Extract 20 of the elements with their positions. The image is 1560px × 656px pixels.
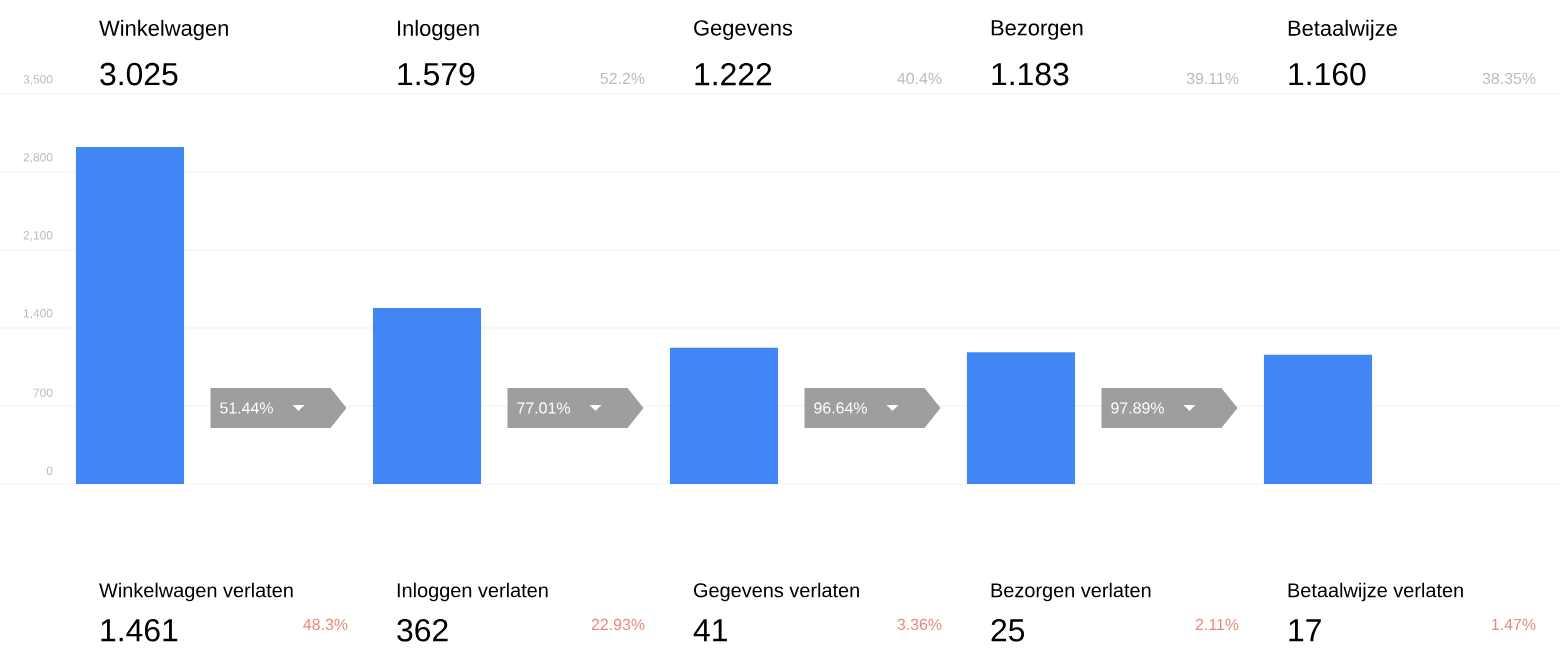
text: 362 [397,618,448,642]
x-tick-label: Gegevens [694,20,793,40]
text: 1.579 [398,62,475,86]
text: Betaalwijze verlaten [1288,582,1463,602]
text: 41 [693,619,727,642]
x-tick-label: Winkelwagen [99,19,228,41]
text: 25 [991,618,1025,642]
x-tick-label: Betaalwijze [1288,19,1397,41]
text: Inloggen verlaten [397,582,548,602]
text: Bezorgen verlaten [991,582,1151,602]
x-tick-label: Inloggen [398,19,479,41]
text: 1.461 [101,618,178,642]
text: 1.160 [1289,62,1366,86]
text: 17 [1289,619,1321,642]
x-tick-label: Bezorgen [991,20,1083,40]
text: 3.025 [100,62,178,86]
text: 1.222 [695,62,772,86]
text: 1.183 [992,62,1069,86]
text: Winkelwagen verlaten [99,582,293,602]
text: Gegevens verlaten [694,582,859,602]
